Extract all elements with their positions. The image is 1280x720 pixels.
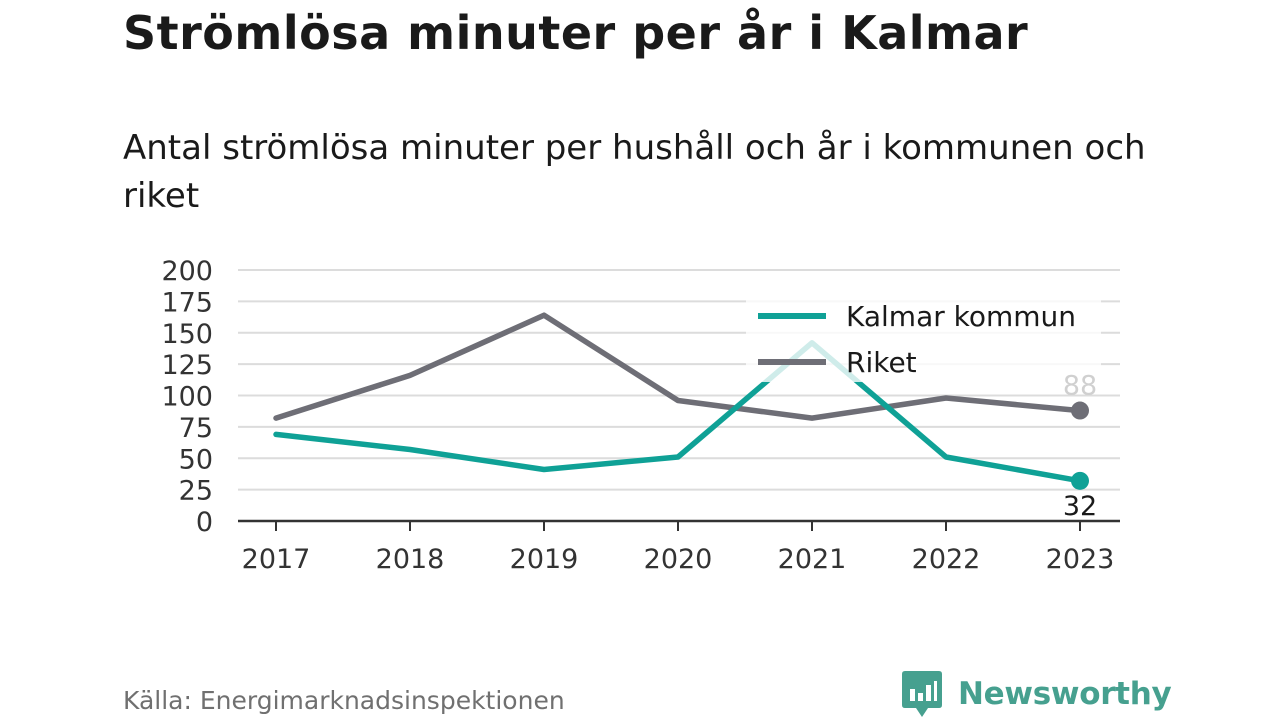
series-line bbox=[273, 340, 1083, 484]
x-tick-label: 2017 bbox=[242, 544, 311, 575]
y-tick-label: 125 bbox=[161, 350, 213, 381]
legend-label: Kalmar kommun bbox=[846, 300, 1076, 333]
series-end-point bbox=[1071, 401, 1089, 420]
y-tick-label: 50 bbox=[179, 444, 213, 475]
y-tick-label: 25 bbox=[179, 476, 213, 507]
y-tick-label: 75 bbox=[179, 413, 213, 444]
x-tick-label: 2019 bbox=[510, 544, 579, 575]
y-tick-label: 200 bbox=[161, 256, 213, 287]
x-tick-label: 2022 bbox=[912, 544, 981, 575]
brand[interactable]: Newsworthy bbox=[902, 670, 1172, 718]
y-tick-label: 0 bbox=[196, 507, 213, 538]
x-tick-label: 2021 bbox=[778, 544, 847, 575]
source-note: Källa: Energimarknadsinspektionen bbox=[123, 686, 565, 715]
y-tick-label: 100 bbox=[161, 382, 213, 413]
legend-background bbox=[746, 296, 1101, 382]
x-tick-label: 2023 bbox=[1046, 544, 1115, 575]
end-value-label: 32 bbox=[1063, 491, 1097, 522]
x-tick-label: 2020 bbox=[644, 544, 713, 575]
brand-name: Newsworthy bbox=[958, 676, 1172, 712]
y-tick-label: 175 bbox=[161, 287, 213, 318]
legend-label: Riket bbox=[846, 346, 917, 379]
series-line bbox=[273, 312, 1083, 421]
newsworthy-logo-icon bbox=[902, 671, 942, 717]
series-end-point bbox=[1071, 471, 1089, 490]
end-value-label: 88 bbox=[1063, 371, 1097, 402]
x-tick-label: 2018 bbox=[376, 544, 445, 575]
chart-subtitle: Antal strömlösa minuter per hushåll och … bbox=[123, 128, 1146, 216]
y-tick-label: 150 bbox=[161, 319, 213, 350]
chart-title: Strömlösa minuter per år i Kalmar bbox=[123, 6, 1029, 60]
